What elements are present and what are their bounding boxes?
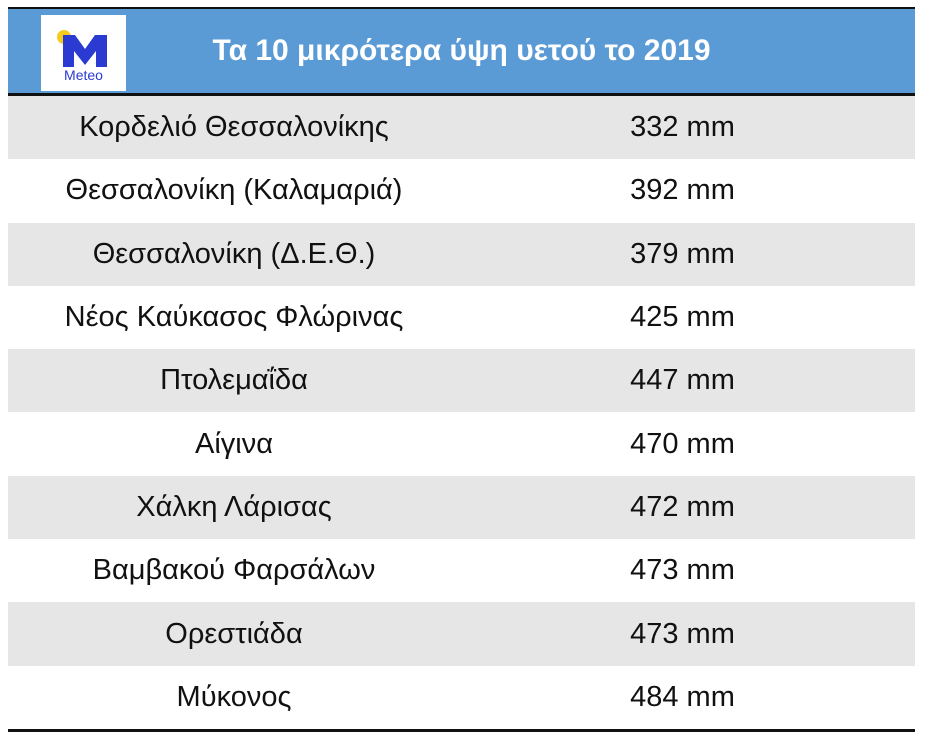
rainfall-value: 470 mm (630, 427, 735, 460)
rainfall-value: 447 mm (630, 364, 735, 397)
station-name: Ορεστιάδα (165, 617, 303, 650)
station-name: Μύκονος (176, 680, 292, 713)
table-row: Χάλκη Λάρισας 472 mm (8, 475, 915, 540)
station-name: Κορδελιό Θεσσαλονίκης (79, 111, 389, 144)
rainfall-table: Meteo Τα 10 μικρότερα ύψη υετού το 2019 … (8, 7, 915, 732)
table-row: Πτολεμαΐδα 447 mm (8, 349, 915, 413)
station-name: Θεσσαλονίκη (Δ.Ε.Θ.) (92, 237, 376, 270)
table-row: Θεσσαλονίκη (Δ.Ε.Θ.) 379 mm (8, 222, 915, 286)
table-row: Ορεστιάδα 473 mm (8, 602, 915, 666)
page-title: Τα 10 μικρότερα ύψη υετού το 2019 (212, 34, 711, 67)
station-name: Βαμβακού Φαρσάλων (92, 554, 376, 587)
station-name: Χάλκη Λάρισας (136, 490, 332, 523)
rainfall-value: 379 mm (630, 237, 735, 270)
m-logo-icon (63, 35, 107, 67)
rainfall-value: 425 mm (630, 301, 735, 334)
rainfall-value: 484 mm (630, 680, 735, 713)
station-name: Νέος Καύκασος Φλώρινας (64, 301, 404, 334)
station-name: Αίγινα (195, 427, 273, 460)
meteo-logo: Meteo (41, 15, 126, 91)
rainfall-value: 332 mm (630, 111, 735, 144)
rainfall-value: 392 mm (630, 174, 735, 207)
logo-text: Meteo (64, 67, 103, 83)
station-name: Θεσσαλονίκη (Καλαμαριά) (65, 174, 403, 207)
rainfall-value: 472 mm (630, 490, 735, 523)
table-row: Βαμβακού Φαρσάλων 473 mm (8, 539, 915, 602)
table-row: Αίγινα 470 mm (8, 412, 915, 475)
rainfall-value: 473 mm (630, 554, 735, 587)
table-row: Κορδελιό Θεσσαλονίκης 332 mm (8, 96, 915, 160)
table-row: Μύκονος 484 mm (8, 666, 915, 729)
station-name: Πτολεμαΐδα (160, 364, 308, 397)
table-body: Κορδελιό Θεσσαλονίκης 332 mm Θεσσαλονίκη (… (8, 96, 915, 729)
table-header: Meteo Τα 10 μικρότερα ύψη υετού το 2019 (8, 9, 915, 96)
table-row: Νέος Καύκασος Φλώρινας 425 mm (8, 286, 915, 349)
rainfall-value: 473 mm (630, 617, 735, 650)
table-row: Θεσσαλονίκη (Καλαμαριά) 392 mm (8, 159, 915, 222)
